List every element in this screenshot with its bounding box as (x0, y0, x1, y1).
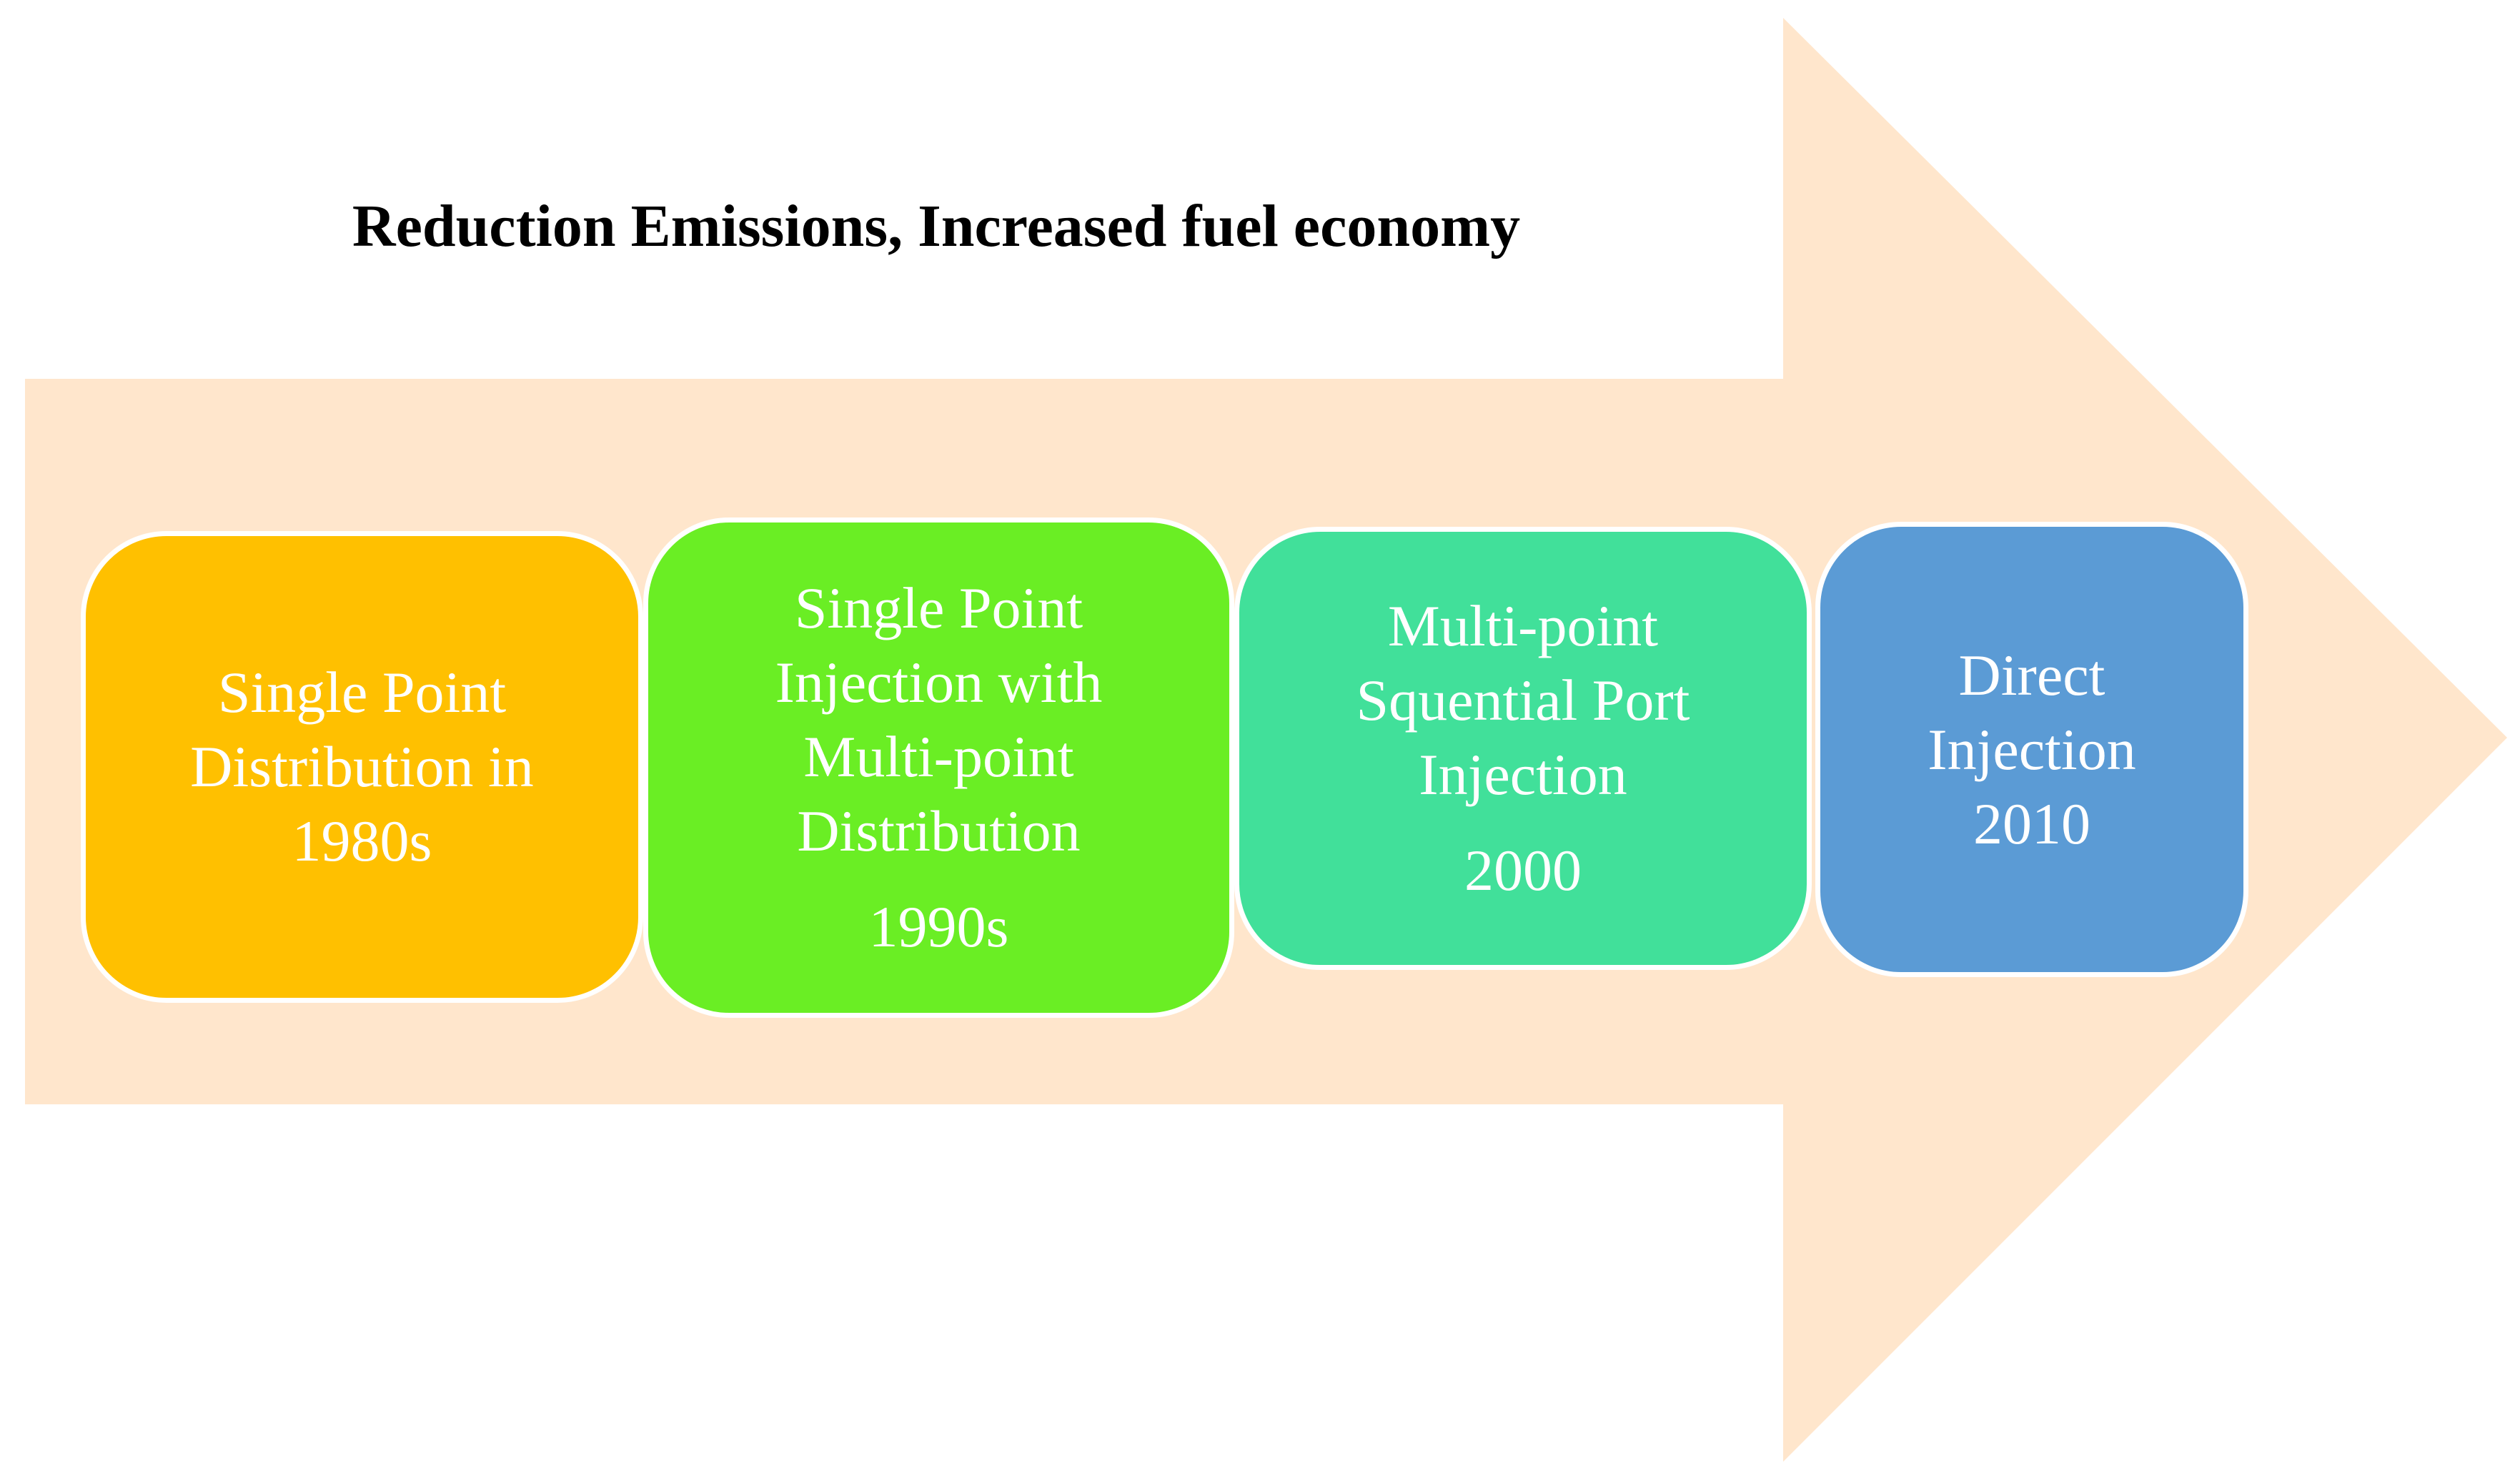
stage-box-2000: Multi-point Squential Port Injection 200… (1234, 527, 1812, 970)
stage-label: Multi-point Squential Port Injection (1356, 593, 1690, 807)
stage-year: 2010 (1973, 791, 2090, 856)
stage-box-2010: Direct Injection 2010 (1815, 522, 2248, 977)
stage-label: Single Point Distribution in (190, 660, 534, 799)
stage-label: Single Point Injection with Multi-point … (775, 575, 1103, 863)
stage-year: 1980s (292, 808, 432, 873)
stage-label: Direct Injection (1928, 642, 2136, 782)
diagram-headline: Reduction Emissions, Increased fuel econ… (352, 193, 1521, 259)
stage-year: 1990s (868, 894, 1009, 959)
stage-box-1980s: Single Point Distribution in 1980s (81, 531, 643, 1003)
stage-year: 2000 (1464, 838, 1582, 903)
stage-box-1990s: Single Point Injection with Multi-point … (643, 517, 1234, 1018)
